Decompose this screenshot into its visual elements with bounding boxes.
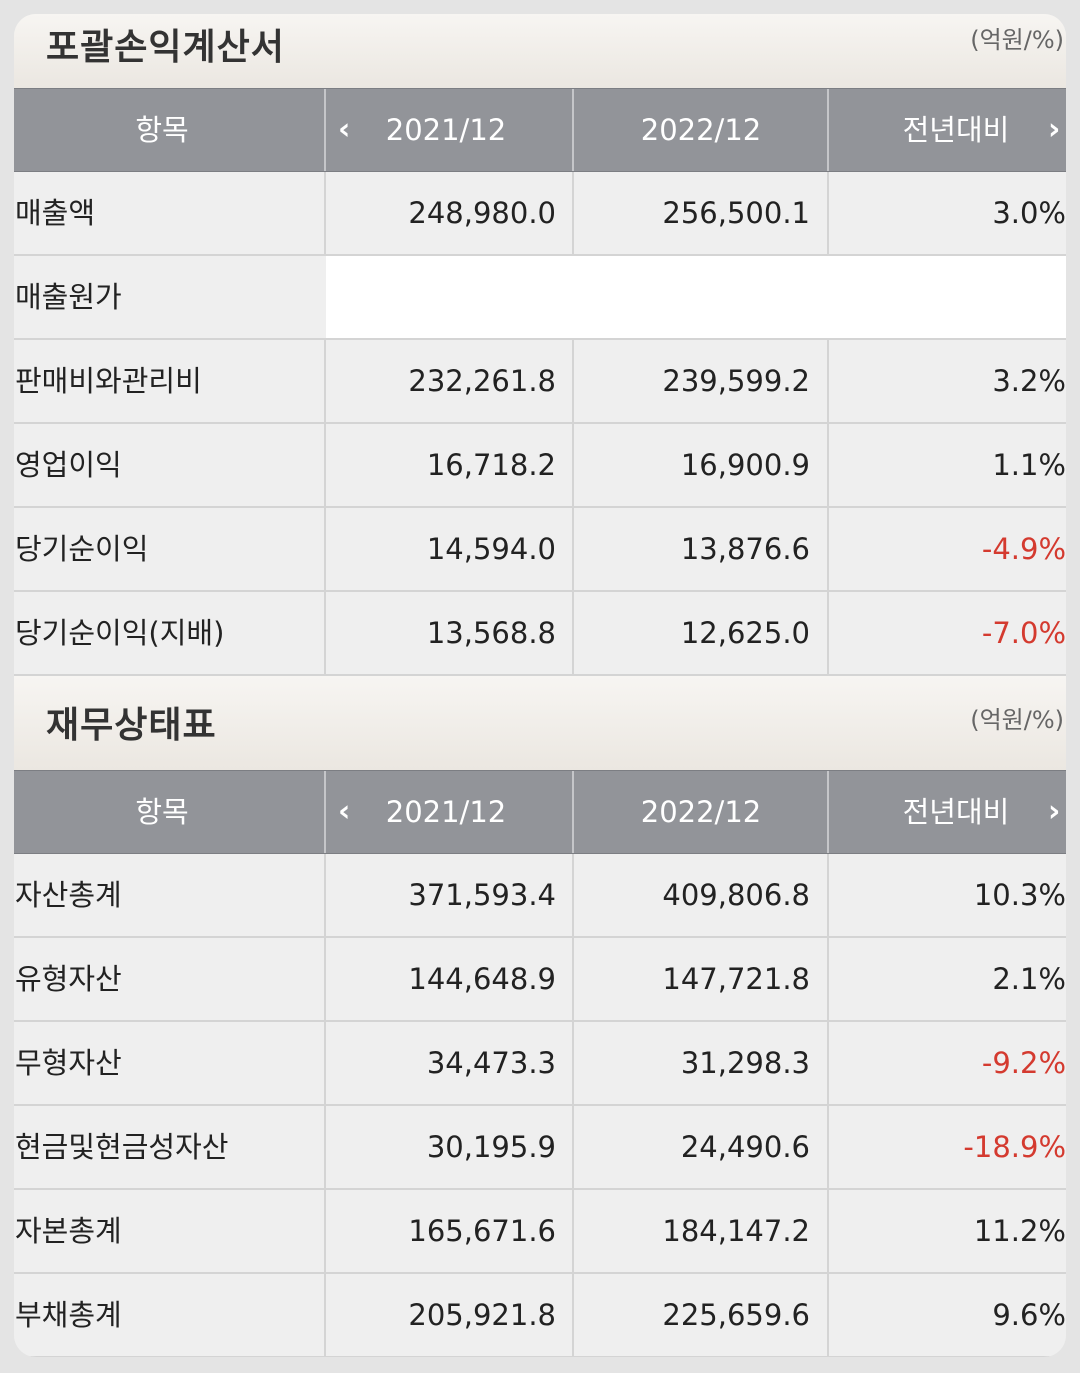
value-2022: 13,876.6 [680,532,810,566]
value-yoy: 2.1% [992,962,1066,996]
chevron-left-icon[interactable]: ‹ [338,112,351,147]
value-yoy: -7.0% [981,616,1066,650]
value-yoy: 3.0% [992,196,1066,230]
table-row: 영업이익 16,718.2 16,900.9 1.1% [14,424,1066,508]
row-label: 부채총계 [15,1298,122,1332]
row-label: 판매비와관리비 [15,364,202,398]
table-row: 현금및현금성자산 30,195.9 24,490.6 -18.9% [14,1106,1066,1190]
table-row: 당기순이익(지배) 13,568.8 12,625.0 -7.0% [14,592,1066,676]
value-yoy: -9.2% [981,1046,1066,1080]
income-statement-header-row: 항목 ‹ 2021/12 2022/12 전년대비 › [14,88,1066,172]
value-yoy: 9.6% [992,1298,1066,1332]
value-2021: 30,195.9 [426,1130,556,1164]
value-2021: 13,568.8 [426,616,556,650]
table-row: 매출원가 [14,256,1066,340]
row-label: 유형자산 [15,962,122,996]
value-2021: 205,921.8 [408,1298,556,1332]
value-2022: 24,490.6 [680,1130,810,1164]
financial-card: 포괄손익계산서 (억원/%) 항목 ‹ 2021/12 2022/12 전년대비… [14,14,1066,1357]
value-2022: 184,147.2 [662,1214,810,1248]
value-2021: 16,718.2 [426,448,556,482]
value-2022: 239,599.2 [662,364,810,398]
chevron-right-icon[interactable]: › [1048,794,1061,829]
table-row: 당기순이익 14,594.0 13,876.6 -4.9% [14,508,1066,592]
row-label: 현금및현금성자산 [15,1130,229,1164]
value-yoy: 11.2% [973,1214,1066,1248]
row-label: 영업이익 [15,448,122,482]
header-2022: 2022/12 [640,113,762,147]
balance-sheet-title-bar: 재무상태표 (억원/%) [14,676,1066,770]
row-label: 매출원가 [15,280,122,314]
row-label: 당기순이익(지배) [15,616,225,650]
income-statement-unit: (억원/%) [970,26,1064,54]
value-2021: 14,594.0 [426,532,556,566]
value-yoy: 1.1% [992,448,1066,482]
value-2021: 144,648.9 [408,962,556,996]
value-2022: 12,625.0 [680,616,810,650]
value-2022: 256,500.1 [662,196,810,230]
value-2022: 225,659.6 [662,1298,810,1332]
value-2021: 232,261.8 [408,364,556,398]
value-2021: 371,593.4 [408,878,556,912]
value-yoy: -4.9% [981,532,1066,566]
value-2022: 31,298.3 [680,1046,810,1080]
table-row: 부채총계 205,921.8 225,659.6 9.6% [14,1274,1066,1357]
table-row: 매출액 248,980.0 256,500.1 3.0% [14,172,1066,256]
header-item: 항목 [135,795,189,829]
empty-value-area [326,256,1066,338]
table-row: 자본총계 165,671.6 184,147.2 11.2% [14,1190,1066,1274]
value-yoy: 10.3% [973,878,1066,912]
balance-sheet-header-row: 항목 ‹ 2021/12 2022/12 전년대비 › [14,770,1066,854]
header-item: 항목 [135,113,189,147]
row-label: 당기순이익 [15,532,149,566]
header-yoy: 전년대비 [902,795,1010,829]
row-label: 자산총계 [15,878,122,912]
row-label: 자본총계 [15,1214,122,1248]
table-row: 유형자산 144,648.9 147,721.8 2.1% [14,938,1066,1022]
chevron-right-icon[interactable]: › [1048,112,1061,147]
header-2021: 2021/12 [385,113,507,147]
balance-sheet-title: 재무상태표 [46,705,217,746]
value-2021: 34,473.3 [426,1046,556,1080]
value-2022: 147,721.8 [662,962,810,996]
row-label: 무형자산 [15,1046,122,1080]
value-2022: 409,806.8 [662,878,810,912]
value-yoy: 3.2% [992,364,1066,398]
header-2021: 2021/12 [385,795,507,829]
income-statement-title-bar: 포괄손익계산서 (억원/%) [14,14,1066,88]
header-2022: 2022/12 [640,795,762,829]
table-row: 무형자산 34,473.3 31,298.3 -9.2% [14,1022,1066,1106]
table-row: 판매비와관리비 232,261.8 239,599.2 3.2% [14,340,1066,424]
table-row: 자산총계 371,593.4 409,806.8 10.3% [14,854,1066,938]
balance-sheet-unit: (억원/%) [970,706,1064,734]
value-yoy: -18.9% [963,1130,1066,1164]
row-label: 매출액 [15,196,96,230]
value-2022: 16,900.9 [680,448,810,482]
income-statement-title: 포괄손익계산서 [46,27,285,68]
chevron-left-icon[interactable]: ‹ [338,794,351,829]
value-2021: 165,671.6 [408,1214,556,1248]
header-yoy: 전년대비 [902,113,1010,147]
value-2021: 248,980.0 [408,196,556,230]
